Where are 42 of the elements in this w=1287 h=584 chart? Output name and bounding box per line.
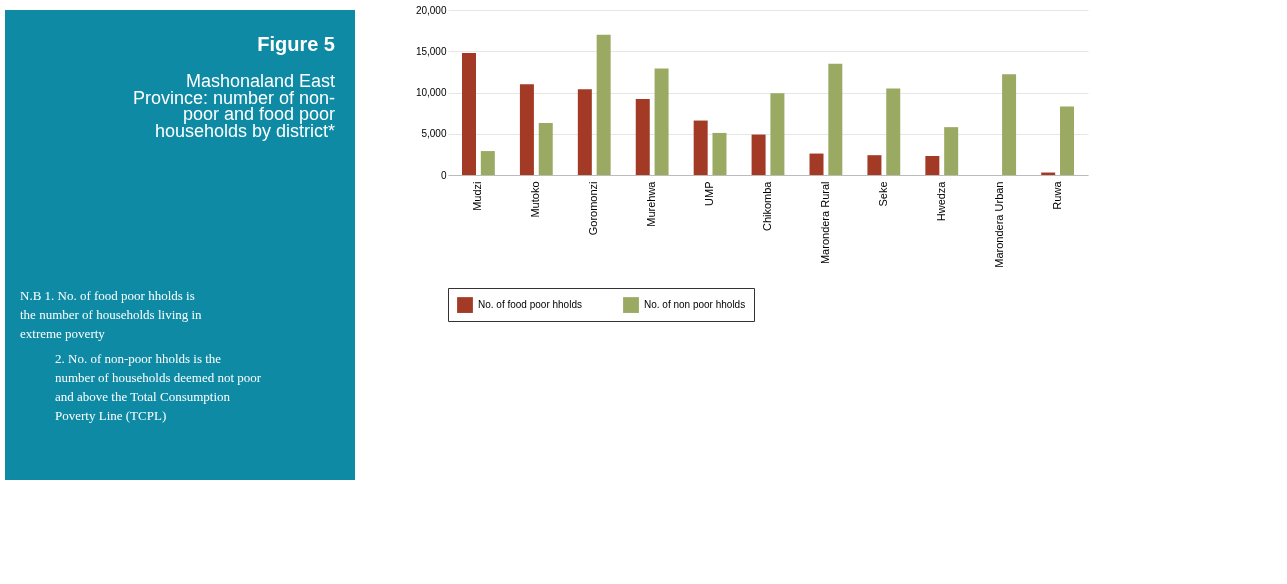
bar: [712, 132, 727, 175]
x-tick-label: UMP: [703, 181, 716, 206]
x-tick-label: Marondera Rural: [818, 181, 831, 265]
bar: [635, 99, 650, 175]
bar: [596, 34, 611, 175]
x-tick-label: Goromonzi: [587, 181, 600, 236]
bar: [480, 151, 495, 175]
text: N.B 1. No. of food poor hholds is the number of households living in extreme poverty: [20, 288, 203, 341]
text: Figure 5: [257, 33, 335, 55]
bar: [809, 153, 824, 175]
x-tick-label: Murehwa: [645, 180, 658, 227]
y-tick-label: 0: [440, 169, 447, 181]
x-tick-label: Marondera Urban: [992, 181, 1005, 268]
y-tick-label: 15,000: [415, 45, 447, 57]
bar: [867, 155, 882, 175]
y-tick-label: 5,000: [421, 128, 447, 140]
bar: [538, 123, 553, 175]
bar: [577, 89, 592, 175]
bar: [1060, 106, 1074, 175]
y-tick-label: 20,000: [415, 4, 447, 16]
x-tick-label: Mutoko: [529, 181, 542, 218]
bar: [462, 52, 476, 175]
bar: [1002, 74, 1017, 175]
bar: [751, 134, 766, 175]
bar: [944, 127, 959, 175]
bar: [925, 156, 940, 175]
x-tick-label: Ruwa: [1050, 180, 1063, 210]
text: 2. No. of non-poor hholds is the number of households deemed not poor and above the Total Consumption Poverty Line (TCPL): [55, 351, 262, 423]
x-tick-label: Hwedza: [934, 180, 947, 222]
x-tick-label: Seke: [876, 181, 889, 207]
bar: [693, 120, 708, 175]
bar: [770, 93, 785, 175]
bar: [828, 63, 843, 175]
text: Mashonaland East Province: number of non-poor and food poor households by district*: [132, 71, 335, 141]
y-tick-label: 10,000: [415, 87, 447, 98]
bar: [654, 68, 669, 175]
bar: [519, 84, 534, 175]
bar: [886, 88, 901, 175]
legend-label: No. of food poor hholds: [478, 299, 582, 311]
x-tick-label: Mudzi: [471, 181, 484, 211]
legend-label: No. of non poor hholds: [644, 299, 746, 311]
x-tick-label: Chikomba: [761, 180, 773, 232]
